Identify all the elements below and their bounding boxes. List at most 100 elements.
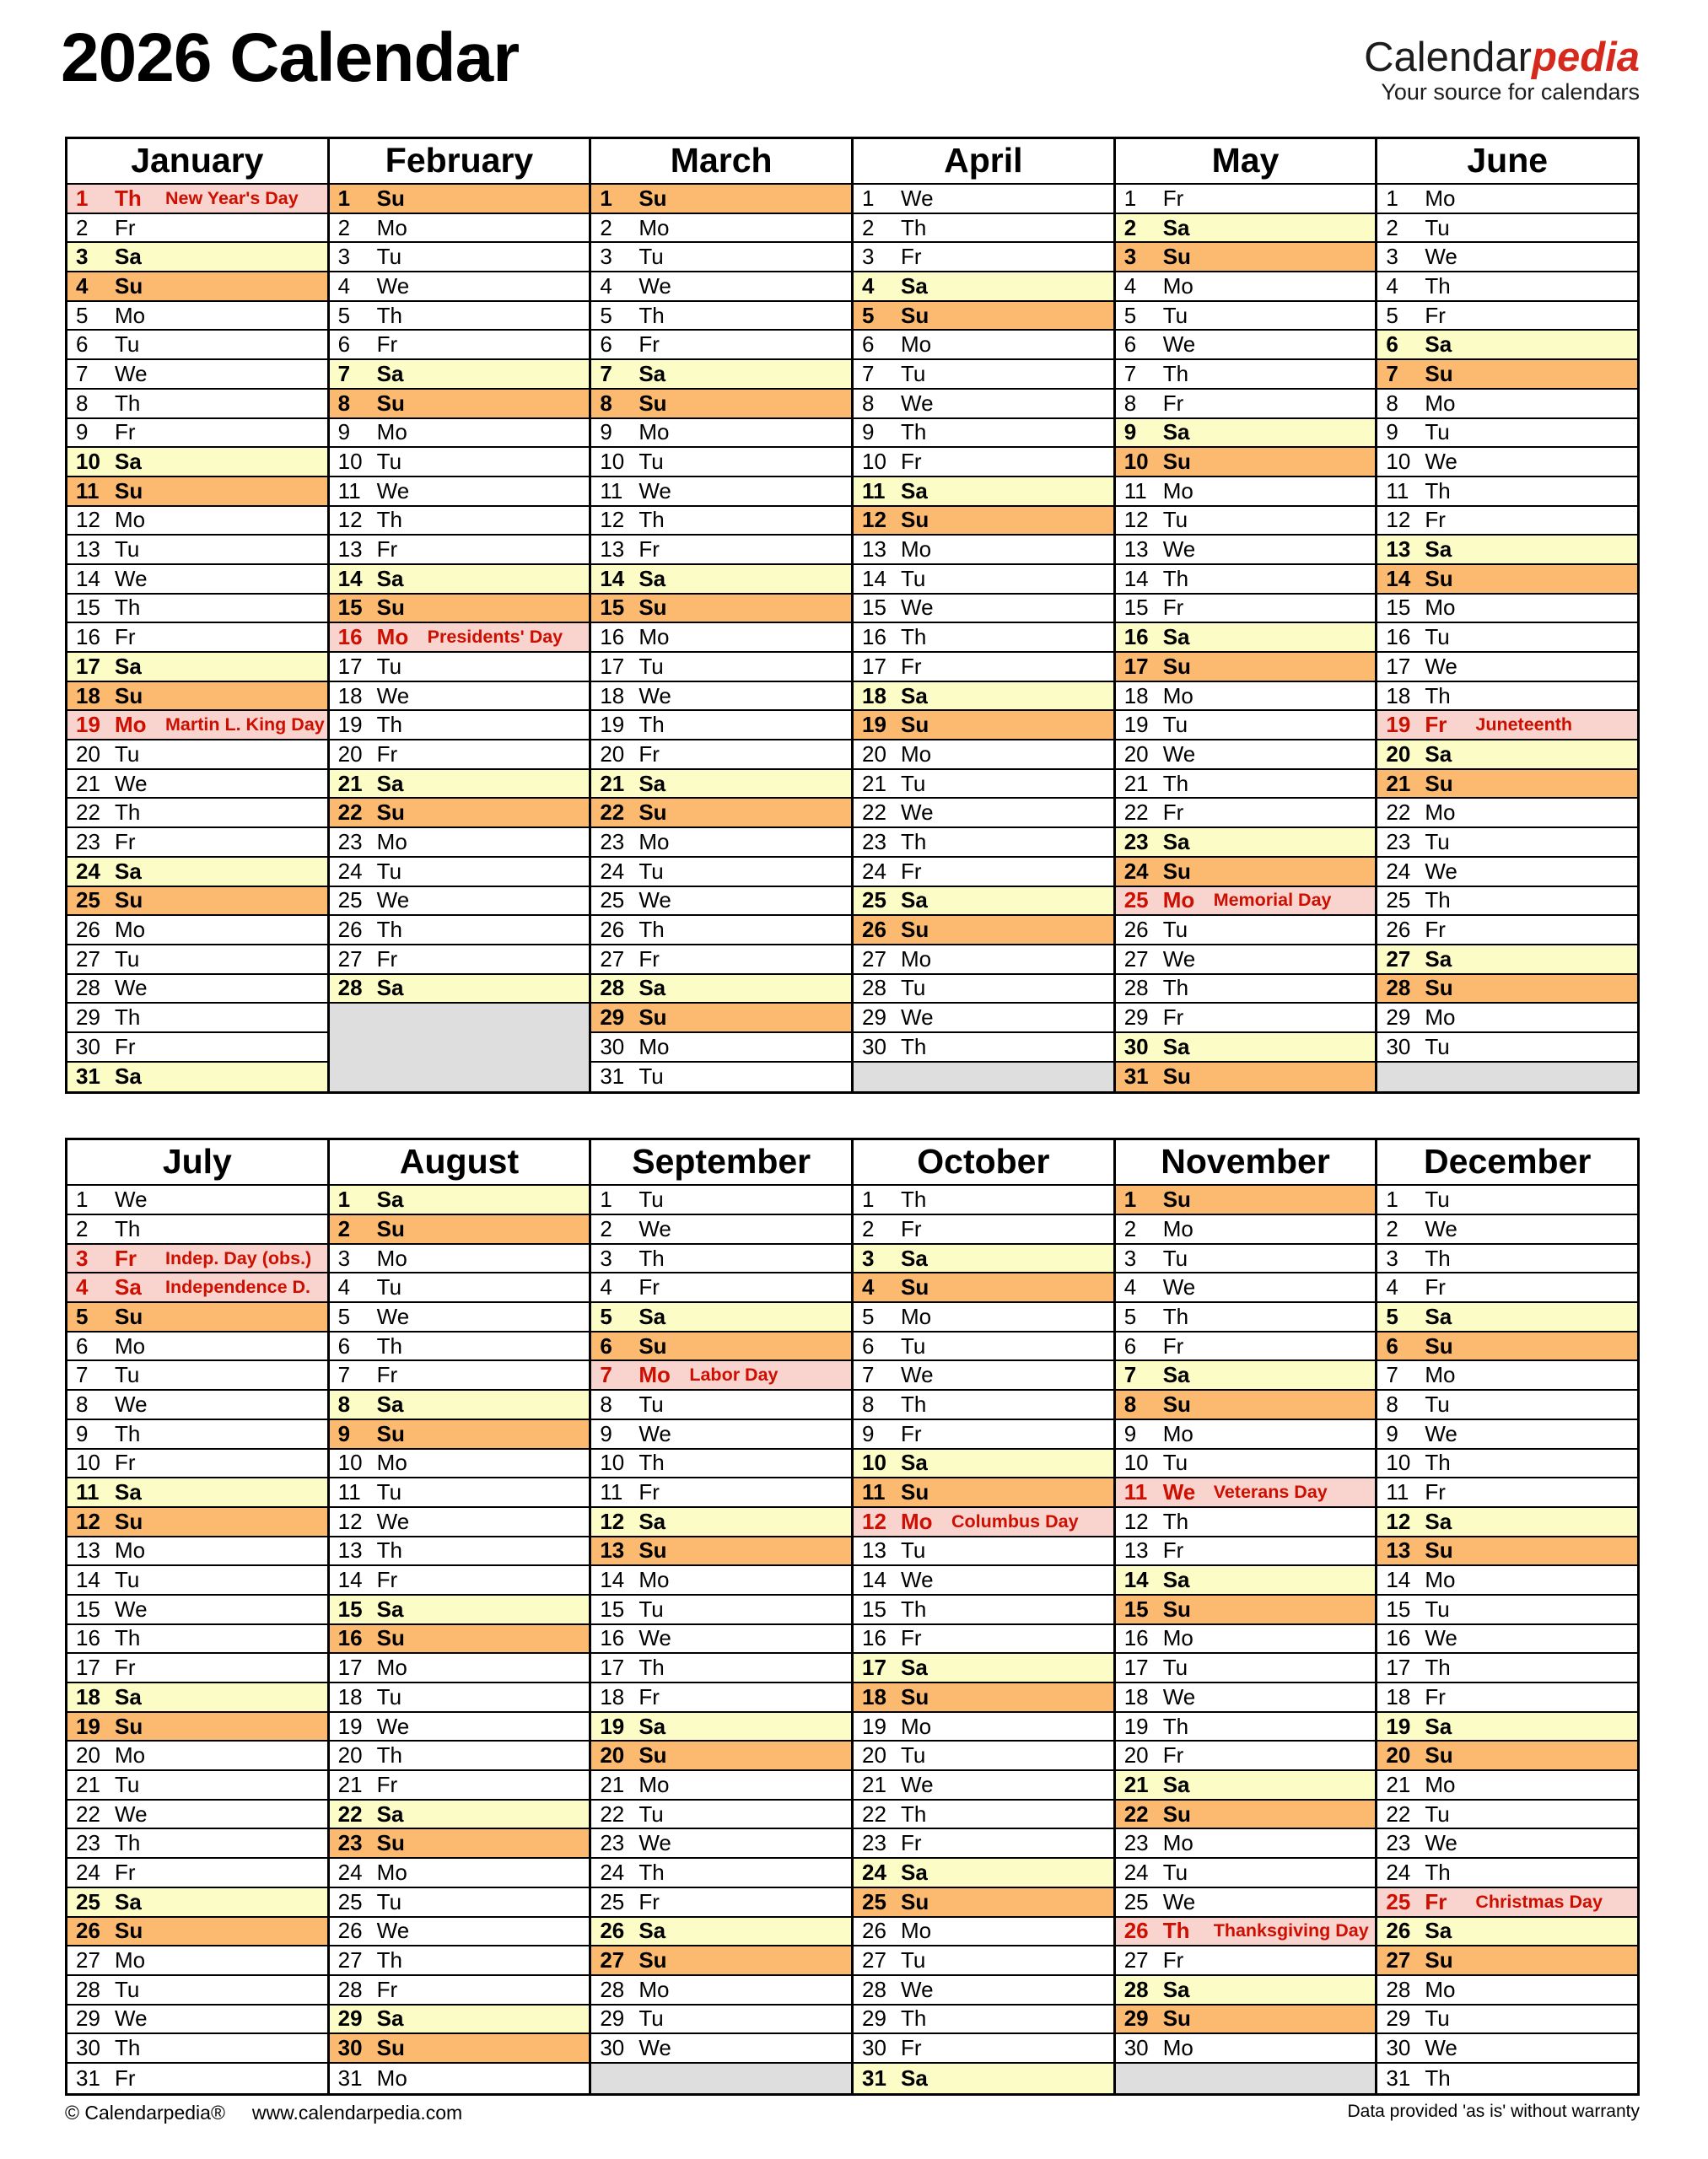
day-number: 17 (1386, 1655, 1411, 1681)
day-row: 22 Th (854, 1801, 1113, 1830)
day-weekday: Tu (115, 536, 140, 563)
day-weekday: Tu (376, 449, 402, 475)
day-number: 18 (862, 1683, 886, 1709)
day-row: 24 Su (1115, 857, 1376, 887)
day-weekday: Tu (1425, 624, 1450, 650)
day-weekday: Mo (376, 1245, 407, 1271)
day-row: 28 We (67, 975, 327, 1004)
day-weekday: Sa (115, 1683, 142, 1709)
day-row: 1 Su (329, 185, 590, 214)
day-number: 15 (1386, 1596, 1411, 1622)
day-number: 5 (1123, 302, 1137, 328)
day-number: 8 (76, 390, 89, 416)
day-row: 25 We (591, 887, 852, 917)
day-row: 3 Mo (329, 1245, 590, 1274)
day-number: 26 (862, 917, 886, 943)
day-weekday: Tu (1162, 507, 1188, 533)
day-number: 30 (600, 2035, 625, 2061)
day-weekday: Mo (1162, 272, 1193, 299)
day-row: 6 Su (591, 1332, 852, 1362)
day-number: 13 (337, 1537, 363, 1564)
day-weekday: We (638, 1420, 671, 1446)
holiday-label: Independence D. (165, 1277, 311, 1298)
day-number: 13 (76, 1537, 100, 1564)
day-row: 23 Fr (67, 828, 327, 858)
day-number: 27 (1123, 1947, 1149, 1973)
day-number: 25 (1123, 887, 1149, 913)
day-row: 29 Su (591, 1004, 852, 1033)
day-weekday: Mo (901, 1713, 932, 1739)
day-number: 16 (1386, 1625, 1411, 1651)
day-row: 20 Su (1377, 1742, 1638, 1772)
day-weekday: Tu (115, 1771, 140, 1797)
month-column-november: November 1 Su 2 Mo 3 Tu 4 We 5 Th 6 Fr 7 Sa 8 Su 9 Mo 10 Tu 1… (1115, 1140, 1378, 2093)
day-weekday: We (115, 975, 148, 1001)
day-number: 7 (862, 1362, 875, 1388)
brand-wordmark-red: pedia (1532, 35, 1640, 80)
day-weekday: Mo (1425, 595, 1456, 621)
day-number: 26 (600, 917, 625, 943)
day-row: 31 Tu (591, 1063, 851, 1092)
day-number: 10 (76, 449, 100, 475)
day-number: 2 (1386, 1215, 1398, 1241)
calendar-table-jan-jun: January 1 Th New Year's Day 2 Fr 3 Sa 4 Su 5 Mo 6 Tu 7… (65, 137, 1640, 1095)
day-weekday: Fr (115, 1450, 136, 1476)
month-column-june: June 1 Mo 2 Tu 3 We 4 Th 5 Fr 6 Sa 7 Su 8 Mo 9 Tu 10 We 11 Th 1… (1377, 139, 1638, 1092)
day-number: 26 (1123, 1918, 1149, 1944)
day-row: 22 Tu (591, 1801, 852, 1830)
day-row: 10 Sa (854, 1449, 1113, 1479)
day-row: 9 Fr (854, 1420, 1113, 1450)
day-number: 21 (600, 770, 625, 796)
day-weekday: Fr (638, 1479, 660, 1505)
month-column-january: January 1 Th New Year's Day 2 Fr 3 Sa 4 Su 5 Mo 6 Tu 7… (67, 139, 330, 1092)
day-weekday: Sa (901, 887, 928, 913)
day-weekday: Fr (1425, 507, 1446, 533)
day-weekday: Mo (1425, 1567, 1456, 1593)
day-number: 8 (600, 390, 612, 416)
day-number: 4 (1386, 1274, 1398, 1300)
day-weekday: Tu (901, 565, 926, 591)
day-row: 2 Fr (854, 1215, 1113, 1245)
day-number: 7 (337, 360, 351, 386)
day-number: 13 (76, 536, 100, 563)
day-row: 18 Su (67, 681, 327, 712)
day-row: 8 Th (67, 390, 327, 419)
day-number: 2 (337, 214, 351, 240)
day-weekday: Th (901, 828, 927, 854)
day-row: 5 Su (67, 1303, 327, 1333)
day-row: 19 Th (1115, 1713, 1376, 1742)
page-footer: © Calendarpedia® www.calendarpedia.com Da… (65, 2102, 1640, 2124)
day-weekday: Fr (115, 1033, 136, 1059)
day-number: 25 (1386, 1888, 1411, 1914)
day-number: 16 (600, 1625, 625, 1651)
day-weekday: Su (1162, 244, 1191, 270)
day-number: 23 (1123, 1830, 1149, 1856)
holiday-label: Indep. Day (obs.) (165, 1247, 312, 1268)
day-row: 20 Tu (854, 1742, 1113, 1772)
day-weekday: We (1425, 1625, 1457, 1651)
day-row: 30 Th (854, 1033, 1113, 1063)
day-weekday: Sa (638, 1713, 666, 1739)
day-number: 16 (600, 624, 625, 650)
day-row: 9 Mo (329, 419, 590, 449)
day-row: 4 Fr (1377, 1273, 1638, 1304)
day-weekday: Su (376, 1420, 405, 1446)
day-row: 21 Th (1115, 770, 1376, 800)
day-weekday: Su (1425, 1742, 1453, 1769)
day-row: 28 Tu (854, 975, 1113, 1004)
day-weekday: Sa (638, 1303, 666, 1329)
day-row: 5 Th (1115, 1303, 1376, 1333)
day-number: 8 (76, 1391, 89, 1417)
day-number: 4 (76, 1274, 89, 1300)
day-weekday: Th (1162, 770, 1189, 796)
day-weekday: Fr (115, 828, 136, 854)
day-row: 8 Tu (1377, 1391, 1638, 1420)
day-weekday: Tu (115, 945, 140, 972)
day-weekday: Tu (638, 2006, 664, 2032)
day-weekday: We (901, 390, 934, 416)
day-weekday: We (1425, 1215, 1457, 1241)
day-number: 23 (600, 828, 625, 854)
day-number: 1 (76, 1187, 89, 1213)
day-weekday: Sa (1162, 1976, 1190, 2002)
day-weekday: Sa (115, 1063, 142, 1090)
